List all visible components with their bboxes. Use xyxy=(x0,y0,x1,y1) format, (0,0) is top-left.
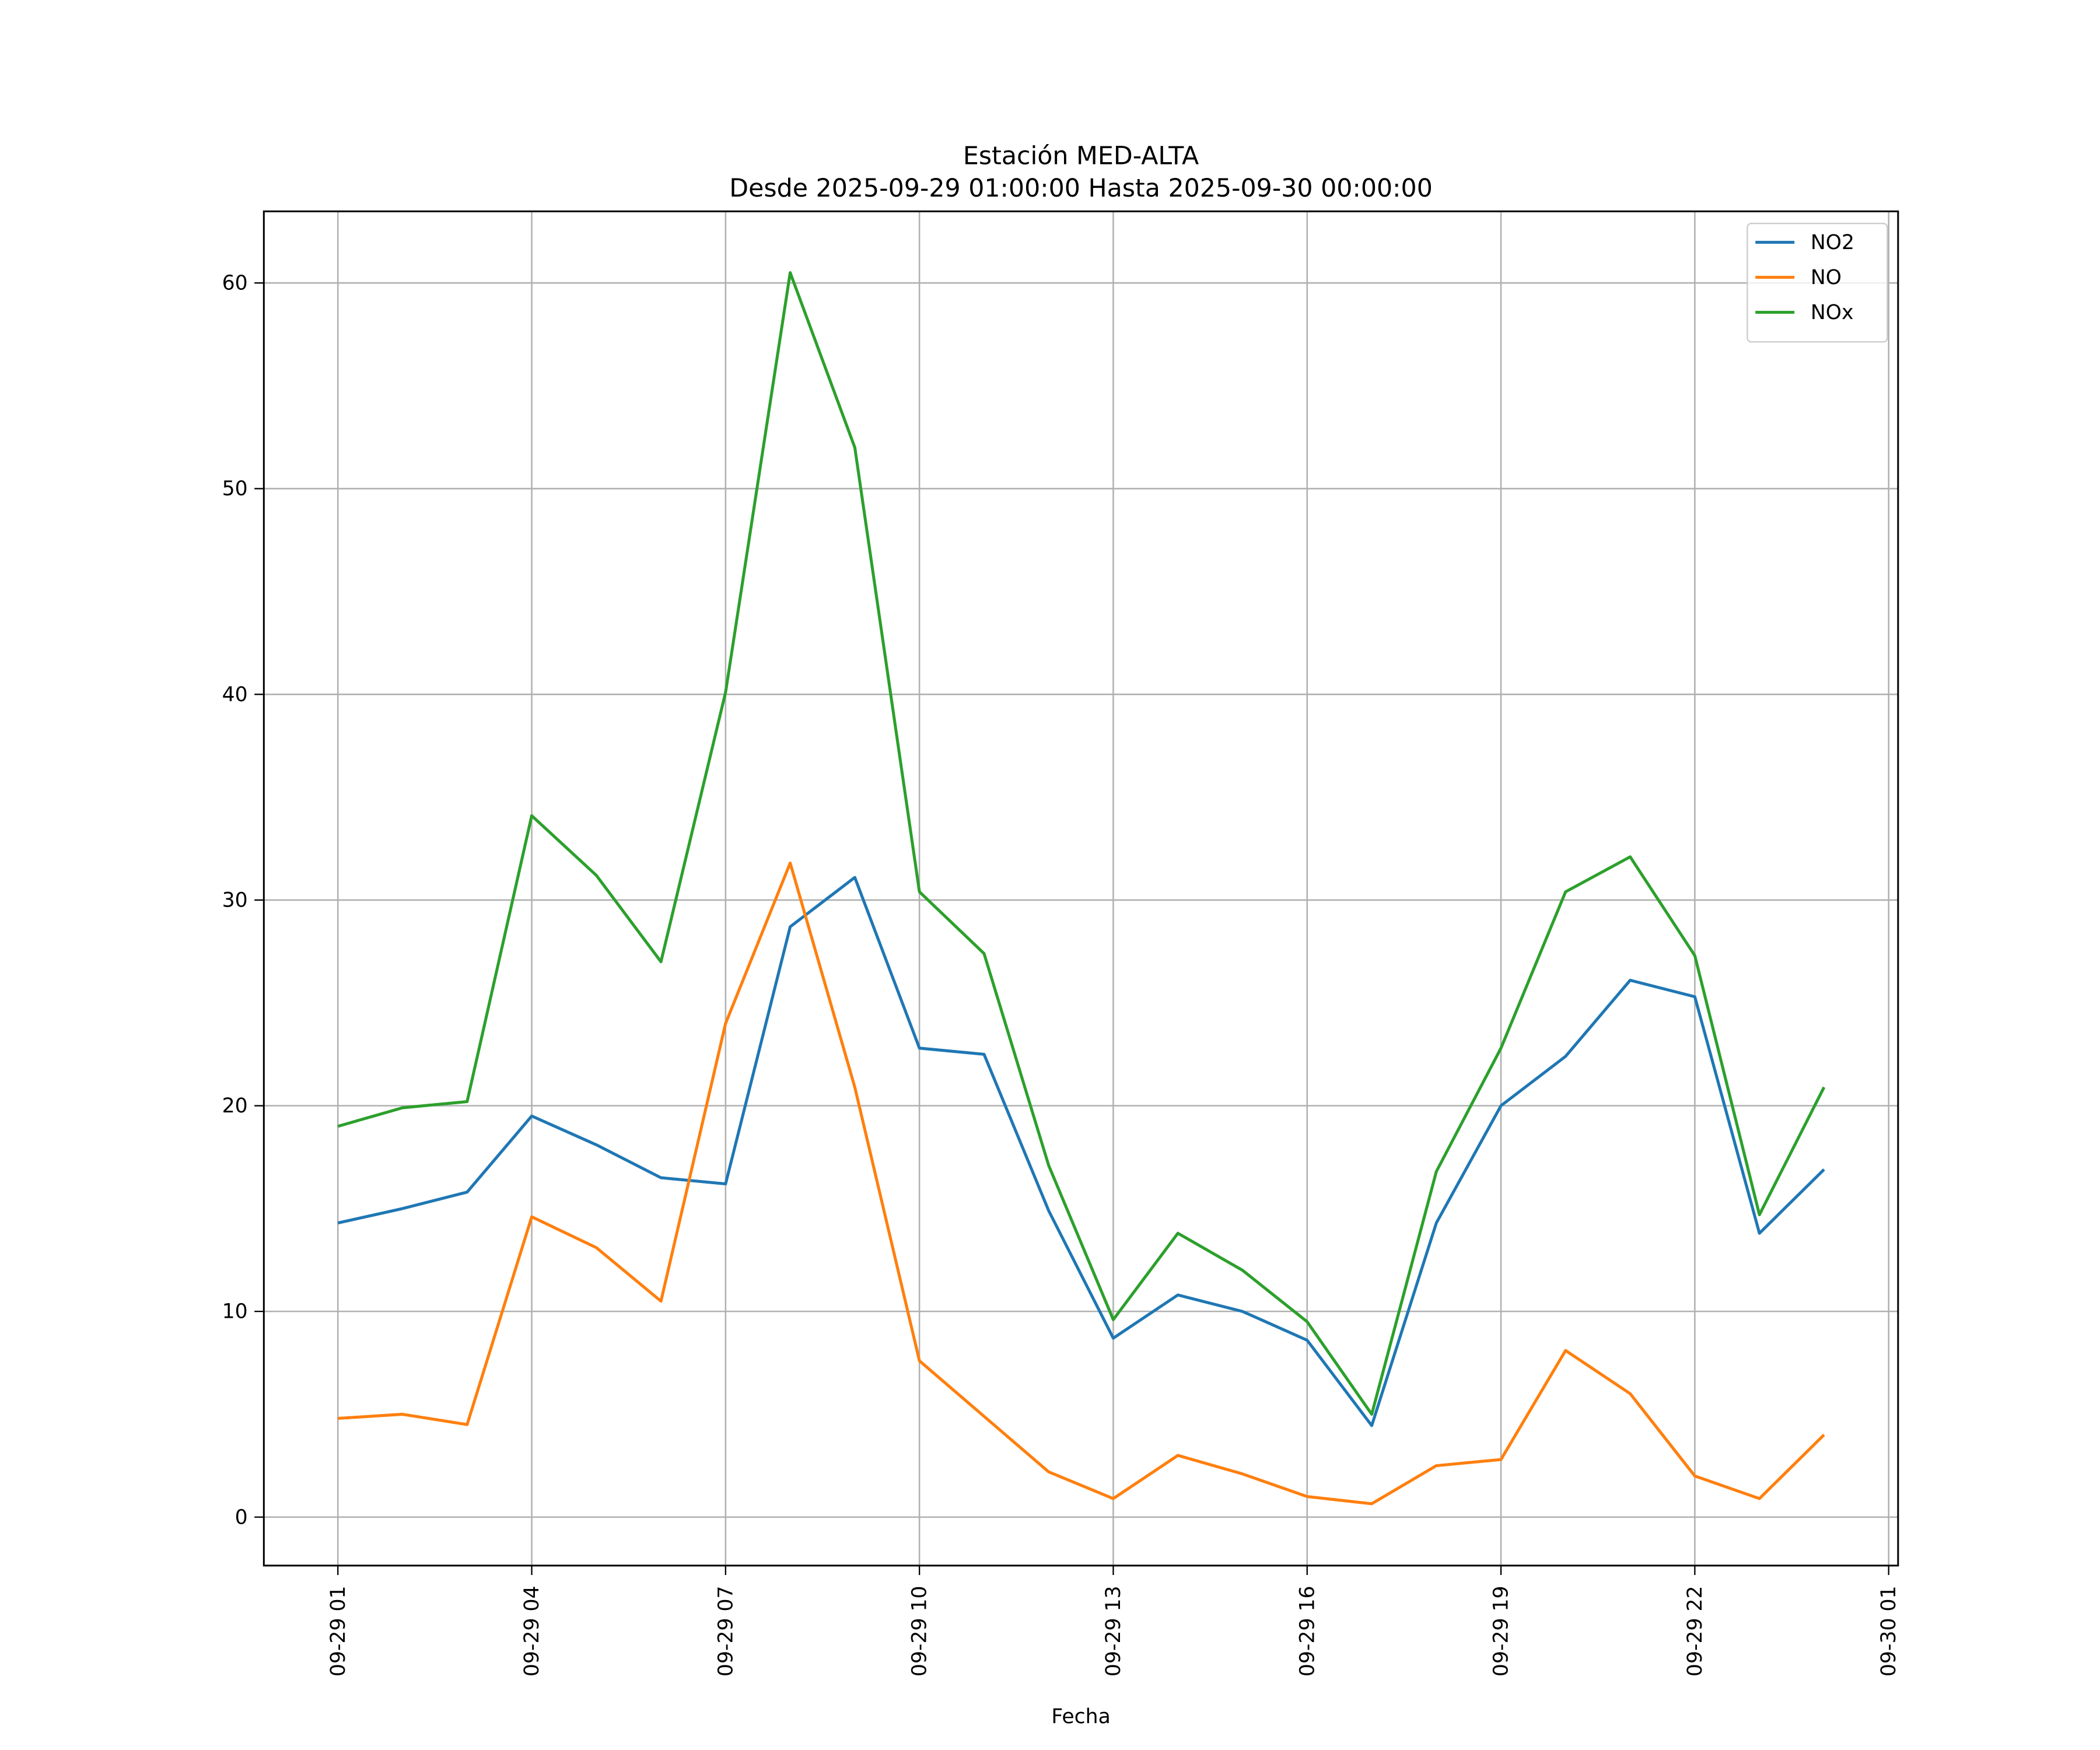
series-line-nox xyxy=(337,271,1826,1416)
x-tick-label: 09-29 19 xyxy=(1490,1586,1513,1676)
grid xyxy=(264,211,1898,1566)
legend-label-no: NO xyxy=(1811,266,1842,289)
y-tick-label: 40 xyxy=(222,683,248,706)
y-tick-label: 0 xyxy=(235,1506,248,1529)
y-tick-label: 10 xyxy=(222,1300,248,1324)
x-tick-label: 09-29 13 xyxy=(1102,1586,1125,1676)
x-tick-label: 09-29 10 xyxy=(908,1586,932,1676)
series-line-no xyxy=(338,861,1825,1506)
y-tick-label: 20 xyxy=(222,1094,248,1118)
legend: NO2 NO NOx xyxy=(1746,222,1888,343)
series-lines xyxy=(337,271,1826,1506)
series-line-no2 xyxy=(337,876,1825,1427)
y-tick-label: 30 xyxy=(222,888,248,912)
chart-subtitle: Desde 2025-09-29 01:00:00 Hasta 2025-09-… xyxy=(729,174,1433,203)
x-tick-label: 09-29 07 xyxy=(714,1586,737,1676)
axis-ticks: 09-29 01 09-29 04 09-29 07 09-29 10 09-29 13… xyxy=(222,272,1901,1676)
x-tick-label: 09-29 04 xyxy=(520,1586,544,1676)
x-axis-label: Fecha xyxy=(1051,1705,1110,1728)
x-tick-label: 09-29 01 xyxy=(327,1586,350,1676)
plot-frame xyxy=(262,210,1899,1567)
legend-label-nox: NOx xyxy=(1811,301,1854,324)
legend-label-no2: NO2 xyxy=(1811,231,1854,254)
y-tick-label: 60 xyxy=(222,272,248,295)
chart-title: Estación MED-ALTA xyxy=(963,142,1199,171)
x-tick-label: 09-29 22 xyxy=(1684,1586,1707,1676)
x-tick-label: 09-29 16 xyxy=(1296,1586,1319,1676)
x-tick-label: 09-30 01 xyxy=(1877,1586,1901,1676)
y-tick-label: 50 xyxy=(222,477,248,501)
